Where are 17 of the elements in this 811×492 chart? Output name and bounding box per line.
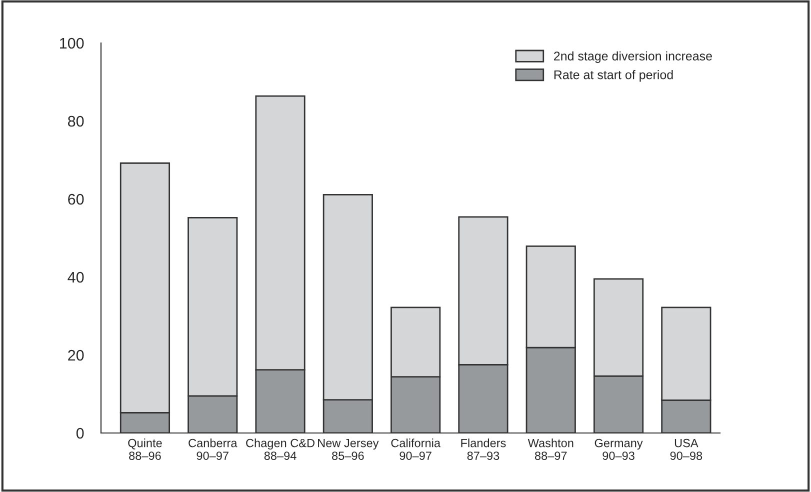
x-tick-label: New Jersey 85–96 [318,438,379,460]
x-tick-label: Canberra 90–97 [188,438,238,460]
x-tick-label: Germany 90–93 [594,438,643,460]
y-tick-label: 40 [68,272,84,283]
x-tick-label: Chagen C&D 88–94 [246,438,314,460]
y-tick-label: 20 [68,350,84,361]
y-tick-label: 80 [68,116,84,127]
x-tick-label: Flanders 87–93 [461,438,506,460]
x-tick-label: USA 90–98 [670,438,702,460]
y-tick-label: 100 [60,38,84,49]
y-tick-label: 0 [76,428,84,439]
y-tick-label: 60 [68,194,84,205]
legend-label: Rate at start of period [554,70,673,82]
x-tick-label: California 90–97 [391,438,441,460]
x-tick-label: Quinte 88–96 [128,438,162,460]
legend-label: 2nd stage diversion increase [554,51,712,63]
x-tick-label: Washton 88–97 [528,438,574,460]
